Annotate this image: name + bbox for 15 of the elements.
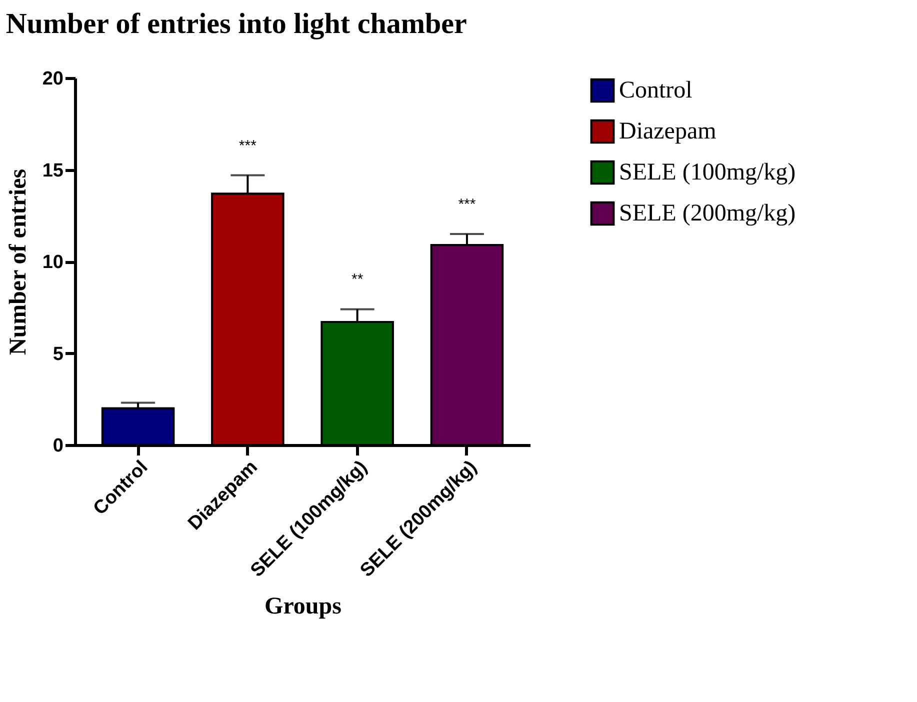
annotation: ***	[458, 196, 476, 213]
legend-label: SELE (100mg/kg)	[619, 160, 796, 186]
y-tick-label: 15	[42, 160, 64, 182]
annotation: ***	[238, 137, 257, 154]
annotation: **	[351, 271, 364, 288]
legend-label: Control	[619, 78, 693, 104]
y-tick-label: 5	[52, 344, 64, 365]
x-axis-title: Groups	[264, 594, 342, 620]
chart-title: Number of entries into light chamber	[6, 8, 467, 40]
y-tick-label: 0	[52, 436, 64, 456]
y-tick-label: 10	[42, 252, 64, 273]
legend-label: Diazepam	[619, 118, 717, 144]
legend-label: SELE (200mg/kg)	[619, 200, 796, 226]
y-tick-label: 20	[42, 68, 64, 90]
y-axis-title: Number of entries	[5, 168, 32, 356]
